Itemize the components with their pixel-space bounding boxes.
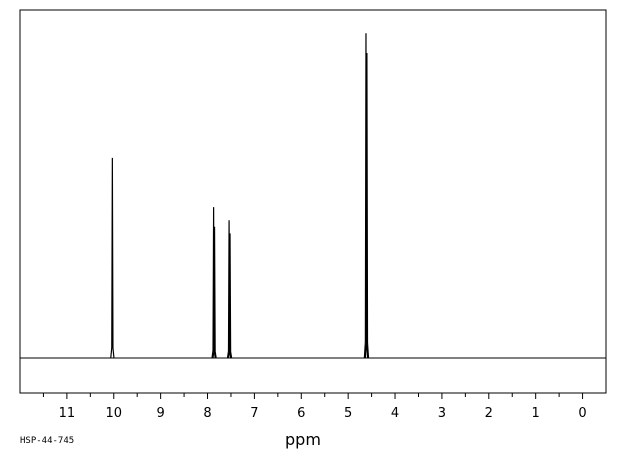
x-tick-label: 10 [105, 406, 122, 421]
plot-frame [19, 9, 607, 394]
x-tick-label: 8 [203, 406, 211, 421]
x-axis-tick-labels: 11 10 9 8 7 6 5 4 3 2 1 0 [59, 406, 587, 421]
spectrum-peak [364, 52, 370, 359]
x-tick-label: 9 [156, 406, 164, 421]
spectrum-peaks [110, 33, 370, 359]
spectrum-peak [110, 157, 115, 359]
x-tick-label: 3 [438, 406, 446, 421]
spectrum-peak [212, 226, 217, 359]
x-axis-label: ppm [285, 430, 321, 449]
spectrum-peak [227, 233, 233, 359]
x-tick-label: 5 [344, 406, 352, 421]
spectrum-peak [226, 220, 232, 359]
x-tick-label: 7 [250, 406, 258, 421]
x-tick-label: 1 [532, 406, 540, 421]
spectrum-code-label: HSP-44-745 [20, 436, 75, 446]
x-axis-ticks [42, 393, 584, 399]
x-tick-label: 0 [578, 406, 586, 421]
x-tick-label: 2 [485, 406, 493, 421]
spectrum-peak [211, 207, 216, 359]
x-tick-label: 11 [59, 406, 76, 421]
x-tick-label: 6 [297, 406, 305, 421]
spectrum-peak [363, 33, 369, 359]
x-tick-label: 4 [391, 406, 399, 421]
